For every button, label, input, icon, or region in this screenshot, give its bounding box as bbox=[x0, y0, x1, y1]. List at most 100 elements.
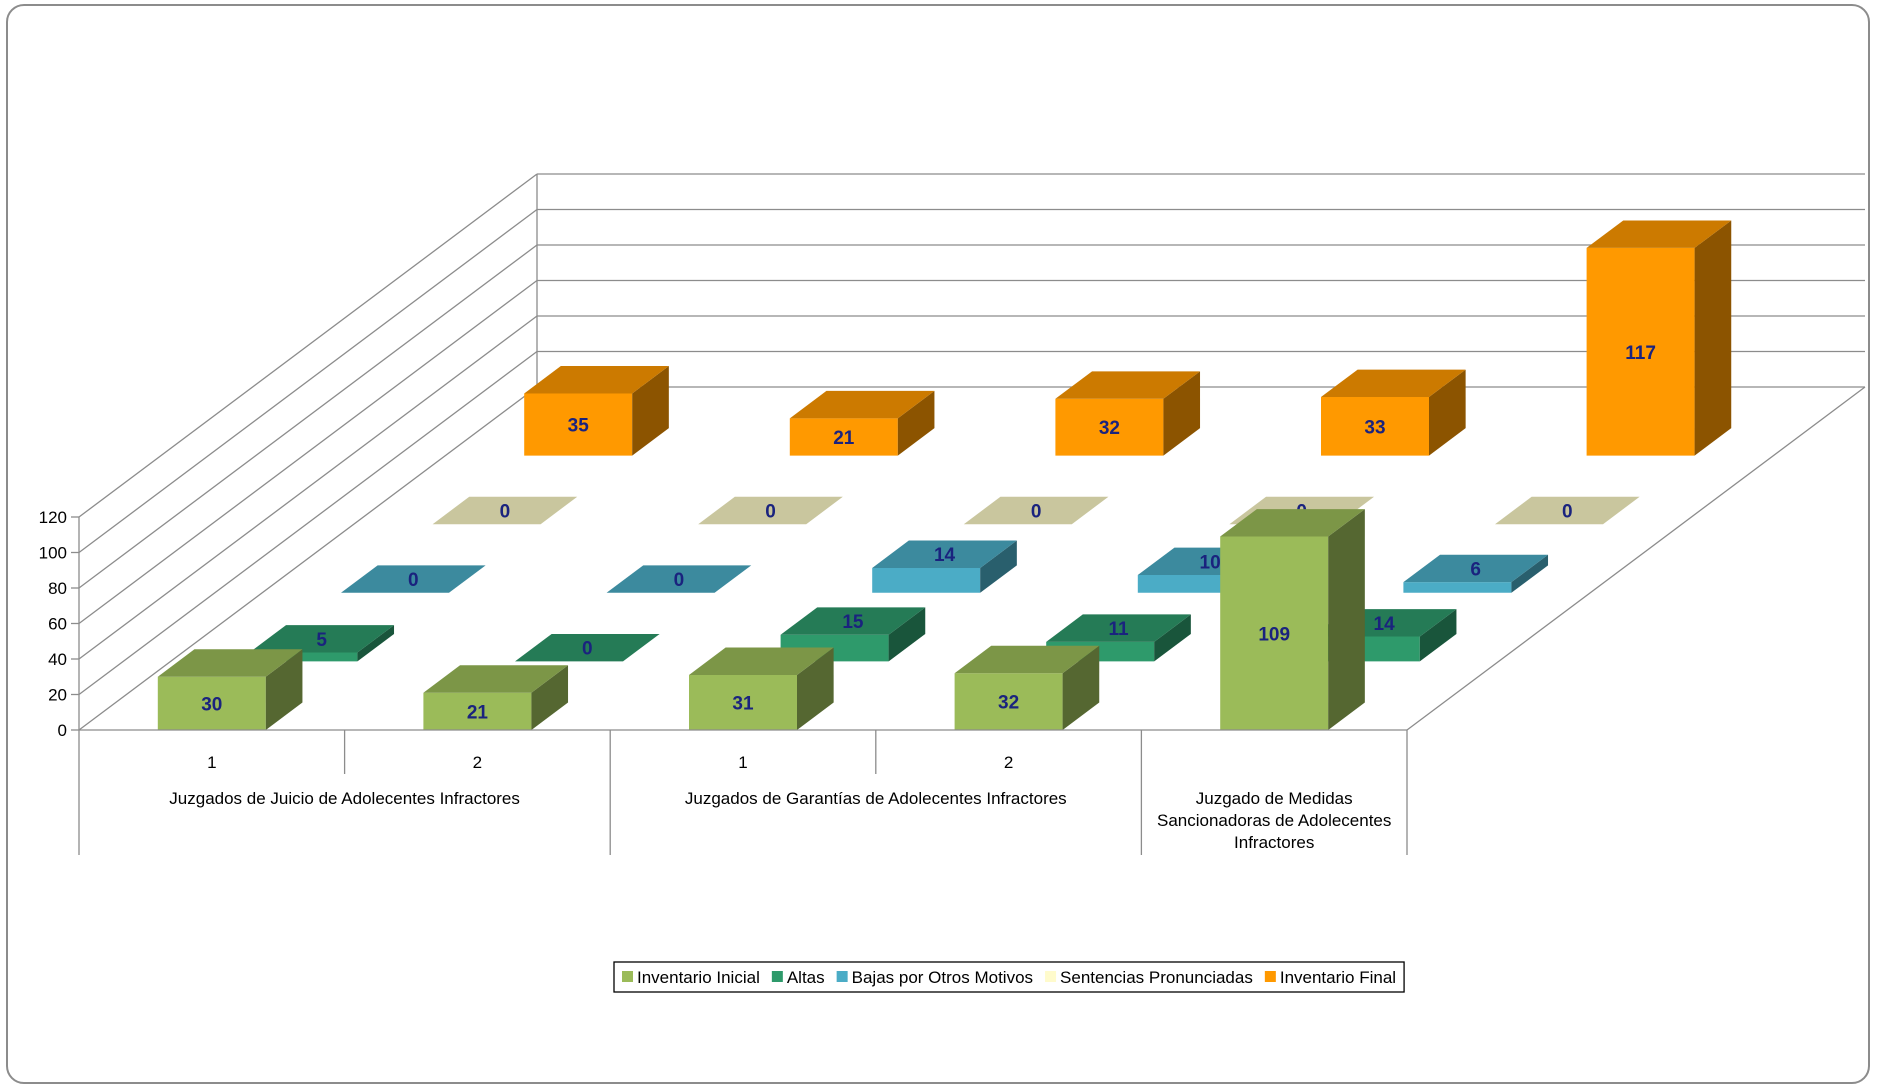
y-tick-label: 0 bbox=[58, 721, 67, 740]
bar-front bbox=[689, 674, 797, 730]
bar-top bbox=[789, 390, 935, 419]
data-label: 0 bbox=[582, 639, 593, 660]
bar: 0 bbox=[341, 565, 486, 593]
bar: 32 bbox=[1055, 371, 1201, 456]
bar-top bbox=[157, 649, 303, 677]
bar-top bbox=[689, 647, 834, 675]
bar: 14 bbox=[872, 540, 1017, 593]
x-tick-label: 1 bbox=[207, 753, 216, 772]
bar-top bbox=[423, 665, 569, 693]
bar: 31 bbox=[689, 647, 834, 730]
bar-side bbox=[797, 647, 834, 730]
x-group-label: Juzgados de Garantías de Adolecentes Inf… bbox=[685, 789, 1067, 808]
legend-swatch bbox=[771, 971, 783, 982]
bar-top bbox=[1403, 554, 1549, 583]
bar-top bbox=[1495, 496, 1640, 525]
bar-front bbox=[1137, 575, 1246, 593]
bar-top bbox=[524, 366, 669, 394]
bar: 5 bbox=[249, 625, 395, 662]
y-tick-label: 100 bbox=[39, 544, 67, 563]
y-tick-label: 40 bbox=[48, 650, 67, 669]
floor-right-edge bbox=[1406, 386, 1866, 731]
data-label: 0 bbox=[765, 501, 776, 522]
data-label: 0 bbox=[500, 501, 511, 522]
bar-side bbox=[980, 540, 1017, 593]
y-tick-label: 80 bbox=[48, 579, 67, 598]
data-label: 32 bbox=[1099, 418, 1120, 439]
legend-entry: Inventario Inicial bbox=[637, 968, 760, 987]
bar: 0 bbox=[698, 496, 843, 525]
data-label: 15 bbox=[842, 612, 864, 633]
gridline-side bbox=[78, 279, 538, 625]
x-tick-label: 2 bbox=[473, 753, 482, 772]
bar-top bbox=[1586, 220, 1732, 248]
legend-entry: Altas bbox=[787, 968, 825, 987]
bar: 0 bbox=[606, 565, 752, 593]
gridline-side bbox=[78, 173, 538, 518]
data-label: 10 bbox=[1200, 552, 1221, 573]
legend-swatch bbox=[622, 971, 633, 982]
bar-top bbox=[515, 633, 660, 662]
bar-top bbox=[1220, 509, 1365, 537]
bar: 0 bbox=[515, 633, 660, 662]
data-label: 14 bbox=[934, 545, 956, 566]
bar-top bbox=[963, 496, 1109, 525]
data-label: 11 bbox=[1108, 619, 1129, 640]
bar-front bbox=[872, 567, 981, 593]
bar-front bbox=[789, 418, 898, 456]
bar-side bbox=[1511, 554, 1549, 593]
bar-top bbox=[1055, 371, 1201, 399]
x-tick-label: 2 bbox=[1004, 753, 1013, 772]
bar: 32 bbox=[954, 645, 1100, 730]
chart-bars: 3521323311700000001410650151114302131321… bbox=[157, 220, 1732, 730]
bar-front bbox=[1220, 536, 1329, 730]
data-label: 35 bbox=[568, 416, 590, 437]
data-label: 30 bbox=[201, 694, 222, 715]
bar-front bbox=[1321, 397, 1429, 456]
bar-side bbox=[1062, 645, 1100, 730]
bar-front bbox=[1403, 582, 1512, 593]
bar-front bbox=[423, 692, 532, 730]
legend-swatch bbox=[836, 971, 848, 982]
bar-side bbox=[1419, 609, 1457, 662]
bar-side bbox=[632, 366, 669, 456]
data-label: 117 bbox=[1625, 343, 1656, 364]
chart-legend: Inventario Inicial Altas Bajas por Otros M… bbox=[613, 961, 1405, 993]
bar-front bbox=[1586, 247, 1695, 456]
bar-side bbox=[1429, 369, 1466, 456]
bar-front bbox=[524, 393, 633, 456]
x-group-label: Infractores bbox=[1234, 833, 1314, 852]
bar: 0 bbox=[1495, 496, 1640, 525]
bar-front bbox=[157, 676, 266, 730]
bar: 117 bbox=[1586, 220, 1732, 456]
data-label: 33 bbox=[1364, 417, 1385, 438]
bar-front bbox=[954, 673, 1063, 730]
bar-top bbox=[606, 565, 752, 593]
gridline-side bbox=[78, 208, 538, 554]
bar-top bbox=[1046, 614, 1191, 642]
data-label: 21 bbox=[467, 702, 489, 723]
bar-side bbox=[1163, 371, 1201, 456]
bar-top bbox=[872, 540, 1017, 568]
bar: 0 bbox=[963, 496, 1109, 525]
data-label: 14 bbox=[1374, 614, 1396, 635]
x-tick-label: 1 bbox=[738, 753, 747, 772]
bar-side bbox=[888, 607, 926, 662]
bar: 35 bbox=[524, 366, 669, 456]
bar-side bbox=[357, 625, 395, 662]
legend-entry: Inventario Final bbox=[1280, 968, 1396, 987]
data-label: 5 bbox=[316, 630, 327, 651]
y-tick-label: 120 bbox=[39, 508, 67, 527]
bar-top bbox=[954, 645, 1100, 674]
bar: 6 bbox=[1403, 554, 1549, 593]
bar-top bbox=[432, 496, 578, 525]
bar-side bbox=[1154, 614, 1191, 662]
data-label: 32 bbox=[998, 693, 1019, 714]
legend-swatch bbox=[1045, 971, 1057, 982]
x-group-label: Juzgados de Juicio de Adolecentes Infrac… bbox=[169, 789, 520, 808]
y-tick-label: 20 bbox=[48, 686, 67, 705]
bar-side bbox=[265, 649, 303, 730]
bar-side bbox=[531, 665, 569, 730]
